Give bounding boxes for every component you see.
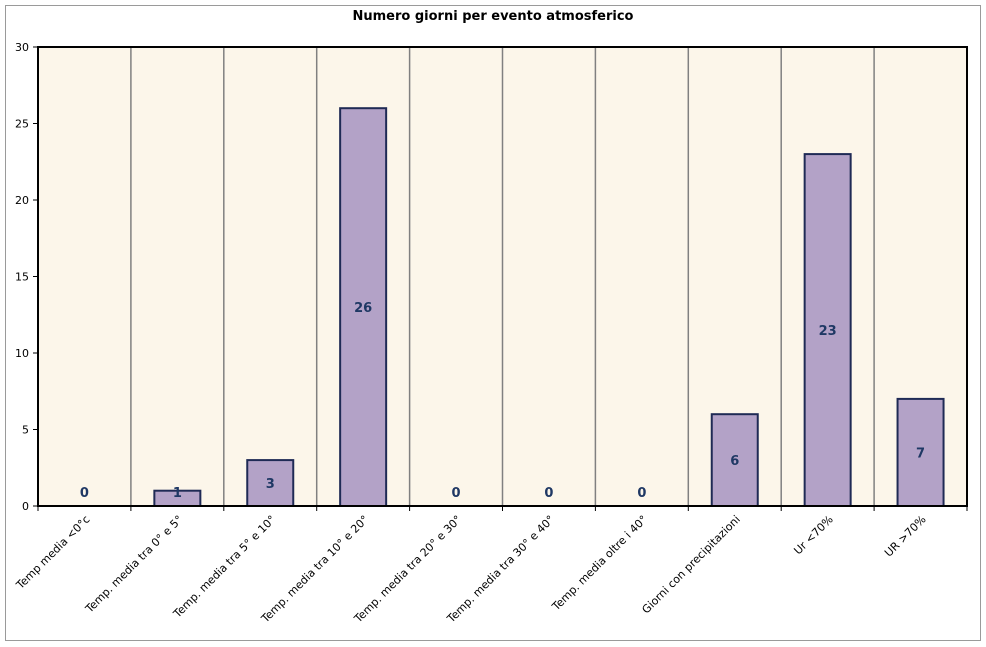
category-label: Temp. media tra 0° e 5° <box>82 513 185 616</box>
data-label: 3 <box>266 477 275 492</box>
data-label: 6 <box>730 454 739 469</box>
y-tick-label: 0 <box>22 500 29 513</box>
bar <box>896 397 945 507</box>
y-tick-label: 25 <box>15 118 29 131</box>
data-label: 0 <box>452 486 461 501</box>
category-label: Temp. media tra 10° e 20° <box>258 513 371 626</box>
category-label: Temp. media oltre i 40° <box>549 513 650 614</box>
y-tick-label: 15 <box>15 271 29 284</box>
category-label: Temp media <0°c <box>13 513 92 592</box>
category-label: Ur <70% <box>791 513 835 557</box>
data-label: 0 <box>544 486 553 501</box>
data-label: 0 <box>637 486 646 501</box>
data-label: 7 <box>916 446 925 461</box>
data-label: 26 <box>354 301 372 316</box>
data-label: 23 <box>819 324 837 339</box>
category-label: Temp. media tra 30° e 40° <box>444 513 557 626</box>
y-tick-label: 30 <box>15 41 29 54</box>
y-tick-label: 10 <box>15 347 29 360</box>
y-tick-label: 5 <box>22 424 29 437</box>
data-label: 1 <box>173 486 182 501</box>
chart-title: Numero giorni per evento atmosferico <box>352 9 634 24</box>
category-label: Temp. media tra 5° e 10° <box>170 513 278 621</box>
data-label: 0 <box>80 486 89 501</box>
y-tick-label: 20 <box>15 194 29 207</box>
bar <box>710 413 759 508</box>
category-label: UR >70% <box>882 513 929 560</box>
category-label: Giorni con precipitazioni <box>639 513 742 616</box>
bar <box>339 107 388 507</box>
category-label: Temp. media tra 20° e 30° <box>351 513 464 626</box>
bar <box>246 459 295 508</box>
bar <box>803 153 852 507</box>
